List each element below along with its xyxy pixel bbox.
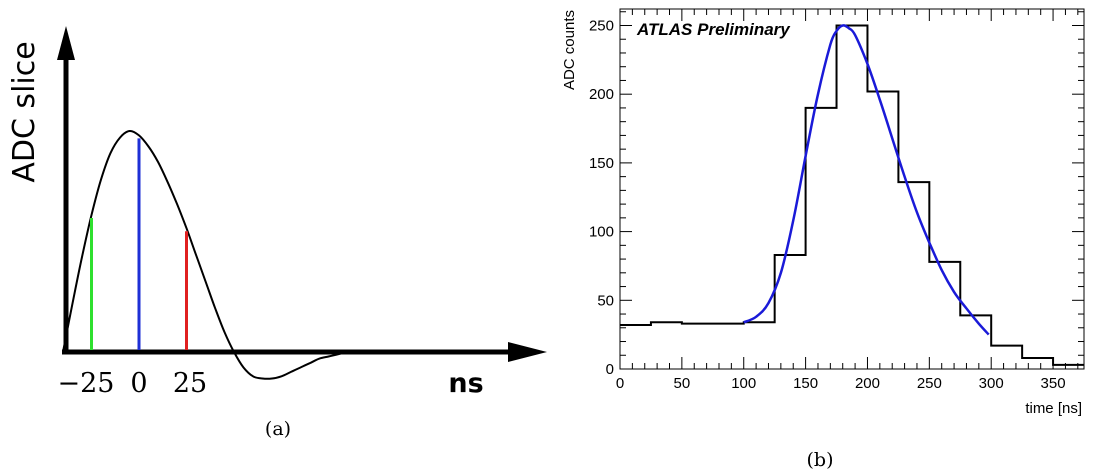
x-tick-label: 0 (616, 375, 624, 392)
plot-frame (619, 8, 1085, 370)
x-axis-label: time [ns] (1025, 400, 1082, 417)
x-tick-label: 150 (793, 375, 818, 392)
axis-ticks (619, 9, 1084, 370)
y-tick-label: 150 (589, 155, 614, 172)
x-tick-label: 300 (979, 375, 1004, 392)
pulse-shape-curve (62, 129, 377, 380)
panel-a-pulse-diagram: ADC slice −25 0 25 ns (a) (7, 26, 547, 440)
panel-b-histogram: 0 50 100 150 200 250 300 350 0 50 100 150 200 250 ATL… (561, 8, 1085, 471)
y-tick-label: 0 (606, 361, 614, 378)
x-axis-arrowhead (508, 342, 547, 362)
x-tick-label-0: 0 (130, 368, 147, 399)
y-tick-label: 250 (589, 17, 614, 34)
y-tick-label: 200 (589, 86, 614, 103)
y-tick-label: 50 (597, 292, 614, 309)
x-tick-label: 350 (1041, 375, 1066, 392)
x-tick-label: 200 (855, 375, 880, 392)
x-axis-unit-label: ns (448, 368, 483, 399)
x-tick-label: 250 (917, 375, 942, 392)
histogram-step-line (620, 24, 1084, 366)
y-axis-label: ADC slice (7, 41, 42, 182)
x-tick-label-minus25: −25 (58, 368, 115, 399)
fit-curve (743, 24, 990, 336)
y-axis-label: ADC counts (561, 10, 578, 90)
panel-b-caption: (b) (807, 449, 834, 471)
atlas-label: ATLAS Preliminary (636, 20, 791, 39)
axis-tick-labels: 0 50 100 150 200 250 300 350 0 50 100 150 200 250 (589, 17, 1066, 392)
x-tick-label: 100 (731, 375, 756, 392)
y-tick-label: 100 (589, 224, 614, 241)
x-tick-label-25: 25 (173, 368, 207, 399)
y-axis-arrowhead (57, 26, 75, 60)
panel-a-caption: (a) (265, 418, 291, 440)
x-tick-label: 50 (674, 375, 691, 392)
